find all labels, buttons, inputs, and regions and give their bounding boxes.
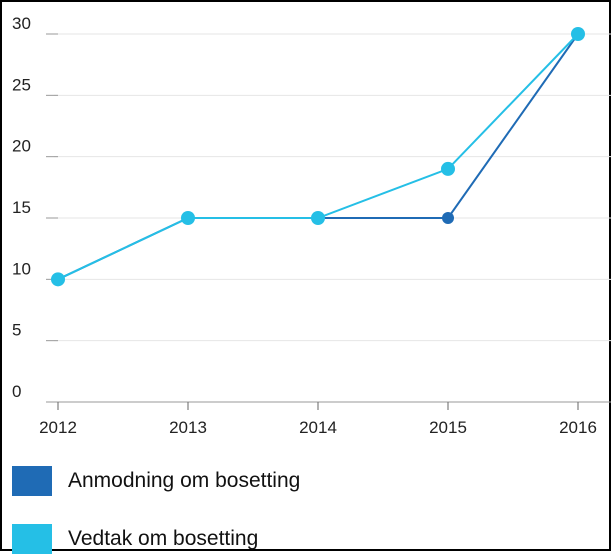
series-1-point-2015 (441, 161, 455, 176)
y-tick-label-0: 0 (12, 382, 21, 401)
y-tick-label-25: 25 (12, 75, 31, 94)
legend-item-anmodning: Anmodning om bosetting (12, 466, 300, 496)
legend-item-vedtak: Vedtak om bosetting (12, 524, 258, 554)
y-tick-label-5: 5 (12, 321, 21, 340)
series-1-point-2016 (571, 27, 585, 41)
series-0-point-2015 (442, 212, 454, 224)
legend-label-anmodning: Anmodning om bosetting (68, 469, 301, 492)
y-tick-label-15: 15 (12, 198, 31, 217)
legend-swatch-vedtak (12, 524, 52, 554)
y-tick-label-20: 20 (12, 137, 31, 156)
y-tick-label-10: 10 (12, 259, 31, 278)
y-tick-label-30: 30 (12, 14, 31, 33)
x-tick-label-2015: 2015 (429, 418, 467, 437)
x-tick-label-2013: 2013 (169, 418, 207, 437)
x-tick-label-2012: 2012 (39, 418, 77, 437)
series-1-point-2013 (181, 211, 195, 225)
x-tick-label-2016: 2016 (559, 418, 597, 437)
legend-label-vedtak: Vedtak om bosetting (68, 527, 259, 550)
x-tick-label-2014: 2014 (299, 418, 337, 437)
series-1-point-2012 (51, 272, 65, 287)
legend-swatch-anmodning (12, 466, 52, 496)
series-1-point-2014 (311, 211, 325, 225)
